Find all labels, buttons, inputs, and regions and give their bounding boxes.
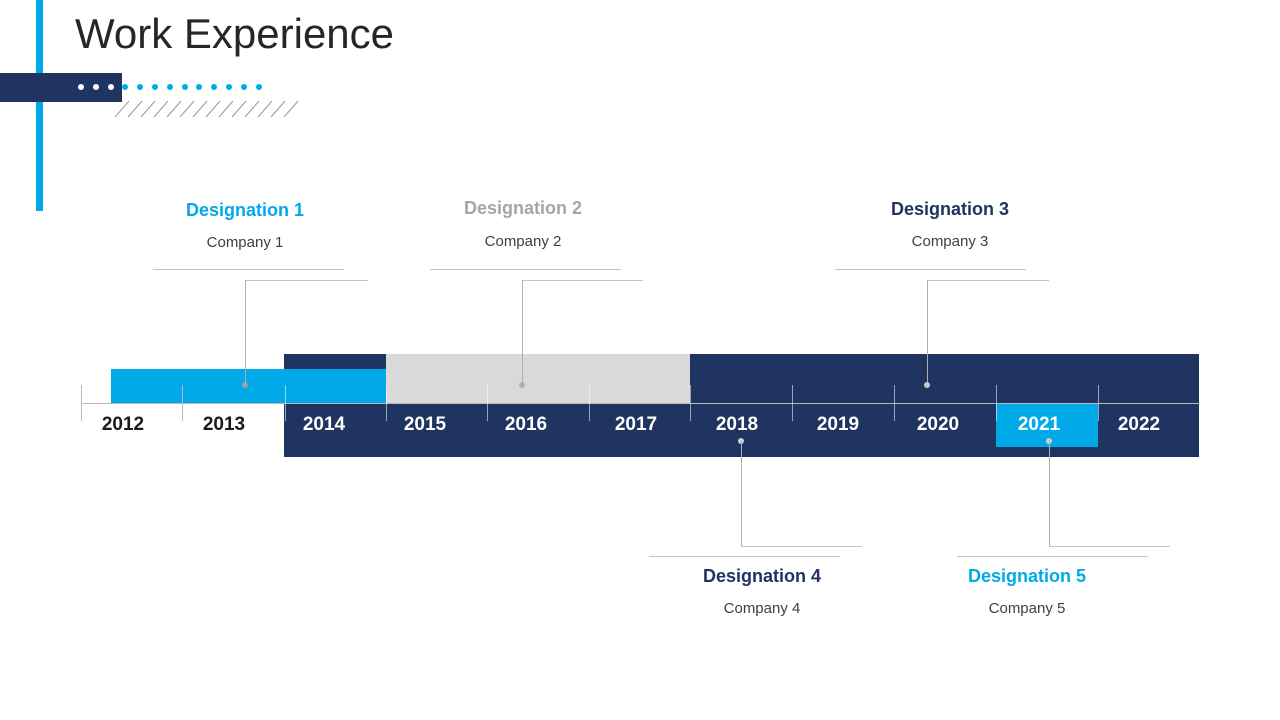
marker-point-3 (924, 382, 930, 388)
accent-dot (255, 84, 262, 90)
accent-dot (122, 84, 129, 90)
hatch-line (231, 100, 247, 118)
year-label: 2014 (302, 414, 346, 435)
connector-v-3 (927, 280, 928, 385)
hatch-line (115, 100, 130, 118)
accent-dot (137, 84, 144, 90)
year-label: 2021 (1017, 414, 1061, 435)
designation-3-label: Designation 3 (890, 199, 1010, 219)
accent-dot (78, 84, 84, 90)
timeline-bar-designation-1 (111, 369, 386, 403)
year-label: 2015 (403, 414, 447, 435)
connector-h-3 (927, 280, 1049, 281)
company-5-label: Company 5 (988, 600, 1066, 617)
axis-tick (1199, 385, 1200, 421)
connector-h-2 (522, 280, 643, 281)
axis-tick (182, 385, 183, 421)
accent-dot (107, 84, 114, 90)
underline-4 (649, 556, 840, 557)
year-label: 2017 (614, 414, 658, 435)
accent-dot (92, 84, 99, 90)
year-label: 2018 (715, 414, 759, 435)
accent-dot (226, 84, 232, 90)
hatch-line (166, 100, 182, 118)
connector-v-1 (245, 280, 246, 385)
accent-dot (196, 84, 203, 90)
axis-tick (386, 385, 387, 421)
axis-tick (792, 385, 793, 421)
hatch-line (270, 100, 286, 118)
axis-tick (81, 385, 82, 421)
page-title: Work Experience (75, 10, 395, 57)
underline-3 (835, 269, 1026, 270)
axis-tick (589, 385, 590, 421)
company-3-label: Company 3 (911, 233, 989, 250)
accent-dot (166, 84, 173, 90)
accent-dot (152, 84, 158, 90)
connector-v-2 (522, 280, 523, 385)
company-2-label: Company 2 (484, 233, 562, 250)
marker-point-2 (519, 382, 525, 388)
year-label: 2012 (101, 414, 145, 435)
timeline-bar-designation-2 (386, 354, 690, 403)
accent-dot (211, 84, 218, 90)
hatch-line (127, 100, 143, 118)
year-label: 2019 (816, 414, 860, 435)
axis-tick (487, 385, 488, 421)
accent-hatch (115, 100, 299, 118)
underline-2 (430, 269, 621, 270)
connector-h-5 (1049, 546, 1170, 547)
underline-1 (153, 269, 344, 270)
accent-dot (240, 84, 247, 90)
year-label: 2022 (1117, 414, 1161, 435)
axis-tick (1098, 385, 1099, 421)
marker-point-1 (242, 382, 248, 388)
axis-tick (690, 385, 691, 421)
designation-4-label: Designation 4 (702, 566, 822, 586)
accent-dot (181, 84, 188, 90)
axis-tick (285, 385, 286, 421)
axis-tick (894, 385, 895, 421)
hatch-line (257, 100, 273, 118)
timeline-axis (81, 403, 1200, 404)
hatch-line (140, 100, 156, 118)
year-label: 2016 (504, 414, 548, 435)
accent-vertical-bar (36, 0, 43, 211)
designation-2-label: Designation 2 (463, 198, 583, 218)
hatch-line (218, 100, 234, 118)
year-label: 2020 (916, 414, 960, 435)
company-4-label: Company 4 (723, 600, 801, 617)
connector-v-4 (741, 441, 742, 546)
hatch-line (283, 100, 299, 118)
designation-1-label: Designation 1 (185, 200, 305, 220)
hatch-line (192, 100, 208, 118)
underline-5 (957, 556, 1148, 557)
axis-tick (996, 385, 997, 421)
connector-v-5 (1049, 441, 1050, 546)
connector-h-4 (741, 546, 862, 547)
accent-navy-block (0, 73, 122, 102)
hatch-line (205, 100, 221, 118)
hatch-line (179, 100, 195, 118)
company-1-label: Company 1 (206, 234, 284, 251)
hatch-line (244, 100, 260, 118)
hatch-line (153, 100, 169, 118)
year-label: 2013 (202, 414, 246, 435)
designation-5-label: Designation 5 (967, 566, 1087, 586)
connector-h-1 (245, 280, 368, 281)
